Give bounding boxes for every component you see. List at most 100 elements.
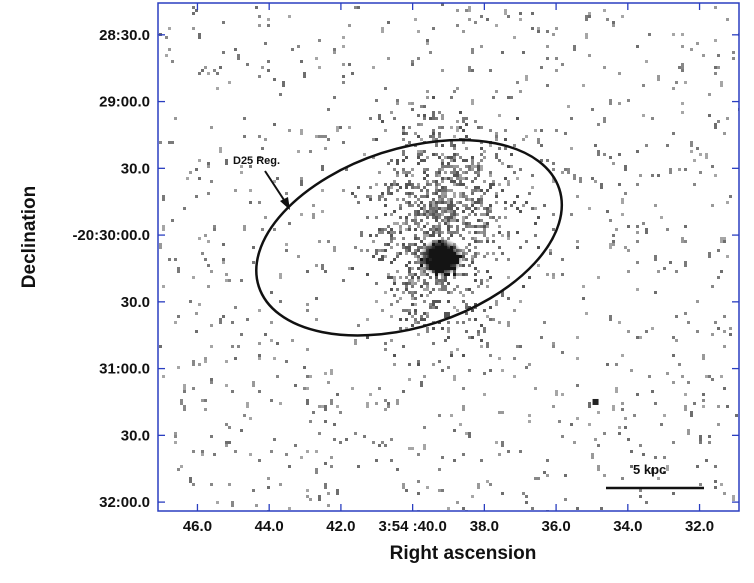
count-pixel [723, 315, 726, 318]
count-pixel [279, 276, 282, 279]
count-pixel [462, 273, 465, 276]
count-pixel [498, 216, 501, 219]
count-pixel [210, 483, 213, 486]
count-pixel [417, 183, 420, 186]
count-pixel [399, 228, 402, 231]
count-pixel [267, 18, 270, 21]
count-pixel [450, 201, 453, 204]
count-pixel [711, 378, 714, 381]
count-pixel [621, 354, 624, 357]
count-pixel [285, 192, 288, 195]
x-axis-ticks: 46.0 44.0 42.0 3:54 :40.0 38.0 36.0 34.0 32.0 [183, 3, 714, 535]
d25-arrow-head [280, 197, 290, 210]
count-pixel [402, 171, 405, 174]
count-pixel [618, 72, 621, 75]
count-pixel [621, 15, 624, 18]
scale-bar: 5 kpc [606, 462, 704, 490]
count-pixel [684, 408, 687, 411]
count-pixel [411, 303, 414, 306]
nucleus-pixel [438, 240, 441, 243]
count-pixel [489, 354, 492, 357]
count-pixel [480, 165, 483, 168]
count-pixel [714, 174, 717, 177]
count-pixel [444, 165, 447, 168]
count-pixel [720, 483, 723, 486]
count-pixel [507, 180, 510, 183]
count-pixel [714, 123, 717, 126]
count-pixel [258, 354, 261, 357]
count-pixel [459, 423, 462, 426]
count-pixel [441, 114, 444, 117]
count-pixel [552, 276, 555, 279]
count-pixel [492, 216, 495, 219]
nucleus-pixel [420, 264, 423, 267]
count-pixel [651, 471, 654, 474]
count-pixel [393, 231, 396, 234]
count-pixel [471, 69, 474, 72]
count-pixel [348, 24, 351, 27]
count-pixel [411, 243, 414, 246]
count-pixel [243, 135, 246, 138]
x-tick-label: 46.0 [183, 518, 212, 535]
count-pixel [657, 477, 660, 480]
count-pixel [480, 159, 483, 162]
count-pixel [180, 402, 183, 405]
count-pixel [438, 225, 441, 228]
count-pixel [387, 186, 390, 189]
nucleus-pixel [438, 255, 441, 258]
count-pixel [438, 168, 441, 171]
count-pixel [444, 216, 447, 219]
count-pixel [690, 150, 693, 153]
count-pixel [429, 204, 432, 207]
count-pixel [168, 258, 171, 261]
count-pixel [366, 249, 369, 252]
count-pixel [159, 243, 162, 246]
count-pixel [453, 168, 456, 171]
count-pixel [432, 234, 435, 237]
count-pixel [381, 441, 384, 444]
count-pixel [252, 246, 255, 249]
count-pixel [687, 381, 690, 384]
count-pixel [384, 129, 387, 132]
count-pixel [585, 312, 588, 315]
count-pixel [600, 186, 603, 189]
count-pixel [420, 153, 423, 156]
count-pixel [456, 153, 459, 156]
count-pixel [519, 210, 522, 213]
count-pixel [477, 231, 480, 234]
count-pixel [420, 273, 423, 276]
count-pixel [453, 159, 456, 162]
count-pixel [708, 441, 711, 444]
count-pixel [462, 159, 465, 162]
count-pixel [426, 96, 429, 99]
nucleus-pixel [435, 270, 438, 273]
count-pixel [462, 255, 465, 258]
count-pixel [435, 117, 438, 120]
count-pixel [555, 393, 558, 396]
count-pixel [204, 234, 207, 237]
count-pixel [537, 141, 540, 144]
count-pixel [417, 114, 420, 117]
count-pixel [429, 207, 432, 210]
x-tick-label: 38.0 [470, 518, 499, 535]
count-pixel [438, 282, 441, 285]
count-pixel [417, 492, 420, 495]
count-pixel [462, 228, 465, 231]
count-pixel [636, 150, 639, 153]
count-pixel [492, 180, 495, 183]
count-pixel [471, 309, 474, 312]
count-pixel [654, 204, 657, 207]
count-pixel [423, 231, 426, 234]
count-pixel [369, 186, 372, 189]
count-pixel [444, 171, 447, 174]
count-pixel [684, 225, 687, 228]
count-pixel [567, 168, 570, 171]
nucleus-pixel [450, 255, 453, 258]
count-pixel [321, 405, 324, 408]
count-pixel [366, 195, 369, 198]
count-pixel [420, 189, 423, 192]
count-pixel [225, 384, 228, 387]
count-pixel [237, 54, 240, 57]
count-pixel [447, 231, 450, 234]
count-pixel [600, 507, 603, 510]
